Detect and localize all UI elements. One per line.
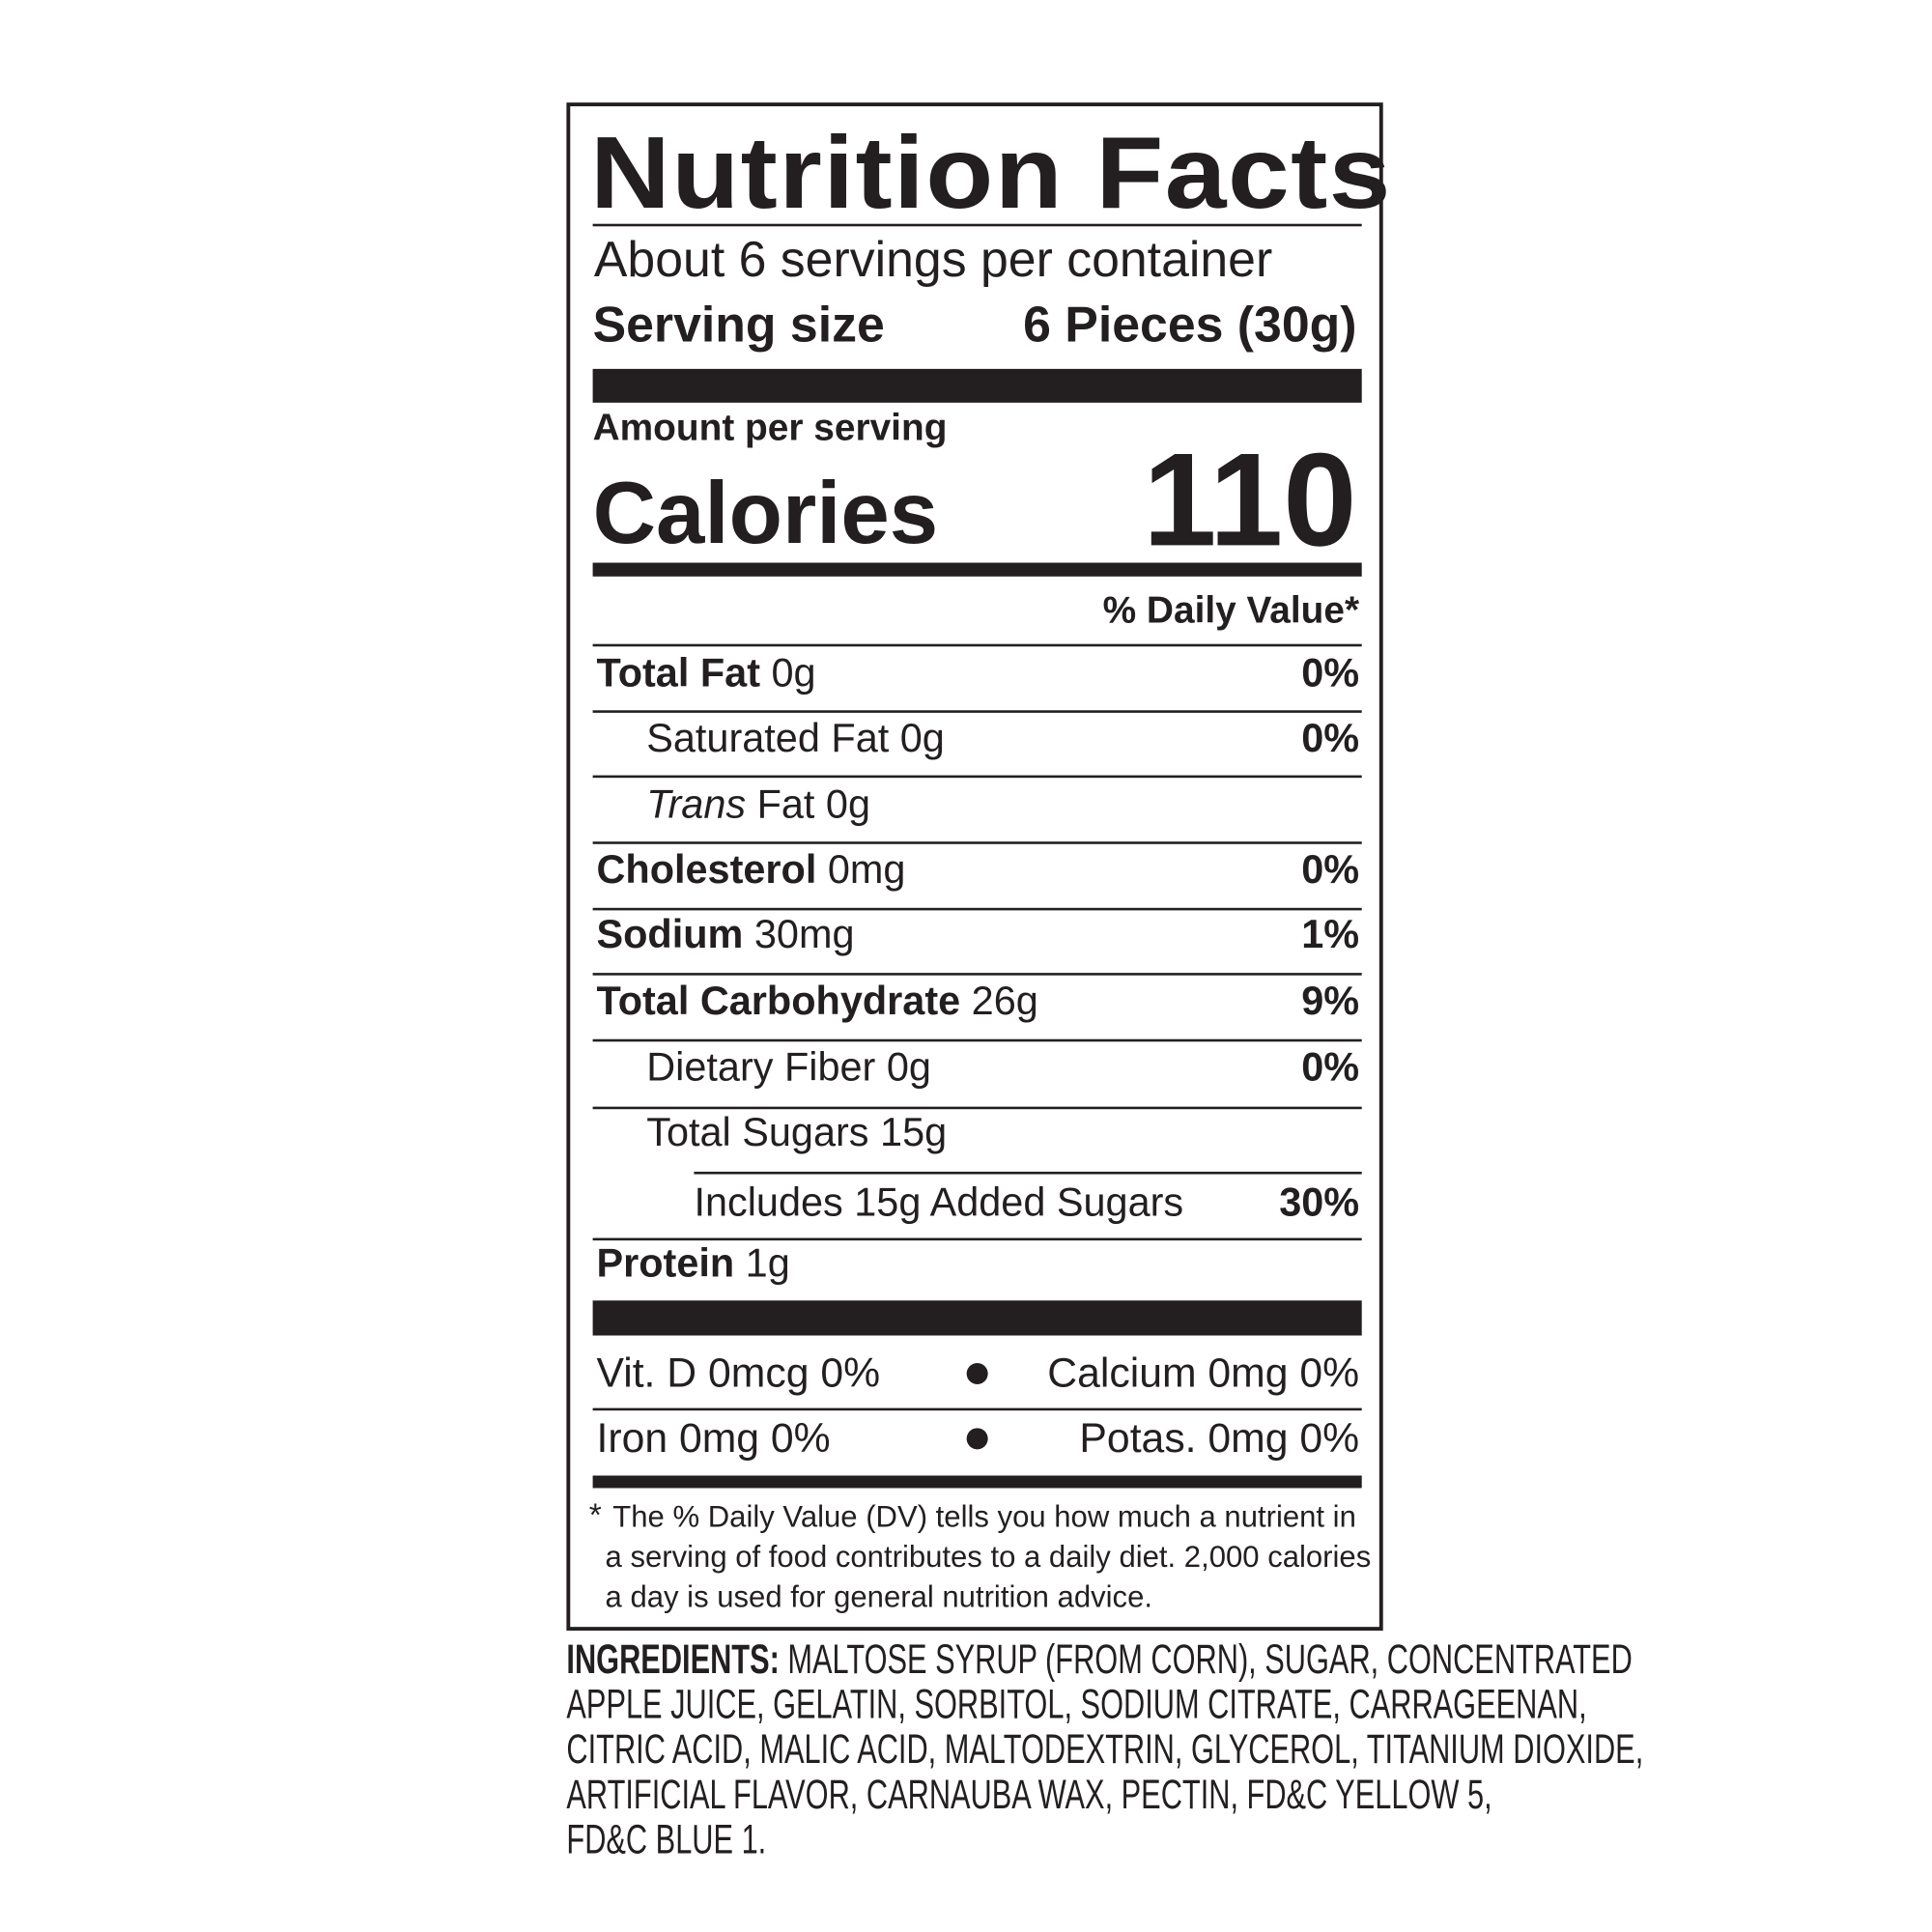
nutrient-row: Total Fat 0g	[596, 650, 815, 696]
footnote-line: a day is used for general nutrition advi…	[605, 1580, 1153, 1615]
rule	[592, 1237, 1362, 1241]
ingredients-line: ARTIFICIAL FLAVOR, CARNAUBA WAX, PECTIN,…	[566, 1771, 1492, 1818]
ingredients-label: INGREDIENTS:	[566, 1635, 780, 1683]
nutrient-row: Cholesterol 0mg	[596, 846, 905, 893]
footnote-line: a serving of food contributes to a daily…	[605, 1540, 1372, 1575]
ingredients-line: FD&C BLUE 1.	[566, 1816, 766, 1863]
ingredients-line: CITRIC ACID, MALIC ACID, MALTODEXTRIN, G…	[566, 1725, 1643, 1773]
nutrient-amount: 30mg	[753, 911, 855, 957]
serving-size-value: 6 Pieces (30g)	[1023, 298, 1357, 354]
rule	[592, 1475, 1362, 1489]
serving-size-label: Serving size	[592, 298, 885, 354]
nutrient-label: Trans	[646, 781, 747, 827]
nutrient-row: Sodium 30mg	[596, 912, 854, 958]
rule	[592, 1300, 1362, 1336]
rule	[592, 562, 1362, 577]
vitamin: Vit. D 0mcg 0%	[596, 1349, 881, 1396]
rule	[592, 841, 1362, 844]
nutrient-row: Saturated Fat 0g	[646, 715, 945, 761]
nutrient-label: Total Fat	[596, 650, 760, 696]
nutrient-row: Includes 15g Added Sugars	[694, 1179, 1183, 1226]
nutrient-row: Dietary Fiber 0g	[646, 1044, 931, 1091]
rule	[694, 1171, 1362, 1175]
nutrient-label: Dietary Fiber 0g	[646, 1043, 931, 1090]
nutrient-label: Protein	[596, 1240, 735, 1286]
vitamin: Iron 0mg 0%	[596, 1414, 831, 1461]
nutrient-label: Saturated Fat 0g	[646, 715, 945, 761]
ingredients-line: INGREDIENTS: MALTOSE SYRUP (FROM CORN), …	[566, 1635, 1632, 1683]
daily-value: 30%	[1279, 1179, 1360, 1225]
daily-value: 0%	[1301, 715, 1360, 761]
dv-header: % Daily Value*	[1102, 590, 1360, 632]
nutrient-label: Includes 15g Added Sugars	[694, 1179, 1184, 1225]
footnote-mark: *	[588, 1495, 602, 1534]
rule	[592, 1038, 1362, 1042]
nutrient-label: Total Carbohydrate	[596, 978, 961, 1023]
servings: About 6 servings per container	[593, 232, 1273, 288]
title: Nutrition Facts	[590, 116, 1392, 231]
ingredients-text: ARTIFICIAL FLAVOR, CARNAUBA WAX, PECTIN,…	[566, 1771, 1492, 1817]
rule	[592, 973, 1362, 976]
nutrient-label: Sodium	[596, 911, 744, 957]
vitamin: Potas. 0mg 0%	[1079, 1414, 1360, 1461]
calories-value: 110	[1143, 426, 1357, 575]
nutrient-amount: Fat 0g	[756, 781, 871, 827]
bullet	[966, 1363, 988, 1385]
ingredients-text: APPLE JUICE, GELATIN, SORBITOL, SODIUM C…	[566, 1680, 1587, 1727]
nutrient-amount: 1g	[745, 1240, 790, 1286]
ingredients-line: APPLE JUICE, GELATIN, SORBITOL, SODIUM C…	[566, 1681, 1586, 1728]
vitamin: Calcium 0mg 0%	[1047, 1349, 1360, 1396]
rule	[592, 907, 1362, 911]
vitamin-rule	[592, 1407, 1362, 1411]
rule	[592, 775, 1362, 779]
calories-label: Calories	[592, 464, 939, 562]
nutrient-row: Protein 1g	[596, 1240, 789, 1287]
rule	[592, 710, 1362, 713]
rule	[592, 1106, 1362, 1110]
nutrient-amount: 0g	[771, 650, 816, 696]
daily-value: 0%	[1301, 1043, 1360, 1090]
nutrient-amount: 26g	[971, 978, 1038, 1023]
rule	[592, 368, 1362, 403]
daily-value: 1%	[1301, 911, 1360, 957]
nutrient-label: Total Sugars 15g	[646, 1109, 948, 1154]
nutrient-row: Total Sugars 15g	[646, 1109, 947, 1155]
nutrient-amount: 0mg	[827, 846, 906, 892]
nutrient-row: Trans Fat 0g	[646, 781, 870, 828]
rule	[592, 223, 1362, 227]
label-box	[566, 102, 1383, 1632]
ingredients-text: FD&C BLUE 1.	[566, 1815, 767, 1862]
nutrient-label: Cholesterol	[596, 846, 817, 892]
ingredients-text: CITRIC ACID, MALIC ACID, MALTODEXTRIN, G…	[566, 1725, 1644, 1773]
daily-value: 9%	[1301, 978, 1360, 1023]
amount-per-serving: Amount per serving	[592, 408, 948, 449]
daily-value: 0%	[1301, 846, 1360, 892]
rule	[592, 643, 1362, 647]
nutrient-row: Total Carbohydrate 26g	[596, 978, 1037, 1024]
ingredients-text: MALTOSE SYRUP (FROM CORN), SUGAR, CONCEN…	[787, 1635, 1633, 1683]
footnote-line: The % Daily Value (DV) tells you how muc…	[612, 1500, 1356, 1535]
bullet	[966, 1428, 988, 1450]
daily-value: 0%	[1301, 650, 1360, 696]
